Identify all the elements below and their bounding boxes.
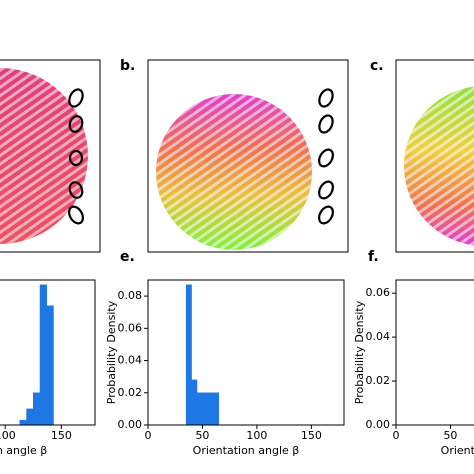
y-tick-label: 0.02	[366, 374, 391, 387]
ellipse-icons	[68, 88, 84, 225]
x-tick-label: 150	[301, 429, 322, 442]
panel-box	[395, 59, 474, 253]
y-tick-label: 0.08	[118, 289, 143, 302]
bar	[213, 392, 220, 426]
x-tick-label: 100	[0, 429, 16, 442]
y-tick-label: 0.06	[118, 321, 143, 334]
y-tick-label: 0.04	[118, 354, 143, 367]
bar	[191, 379, 198, 426]
panel-box	[0, 59, 101, 253]
bar	[39, 284, 47, 426]
x-axis-label: Orientation angle β	[0, 444, 47, 457]
axes-frame	[395, 279, 474, 426]
y-axis-label: Probability Density	[105, 300, 118, 404]
y-tick-label: 0.00	[366, 418, 391, 431]
sphere-texture	[404, 86, 474, 246]
panel-label: f.	[368, 249, 379, 265]
panel-box	[147, 59, 349, 253]
panel-label: b.	[120, 58, 135, 74]
x-tick-label: 100	[246, 429, 267, 442]
x-axis-label: Orientation angle β	[441, 444, 474, 457]
y-tick-label: 0.04	[366, 330, 391, 343]
x-tick-label: 0	[145, 429, 152, 442]
bar	[185, 284, 192, 426]
x-tick-label: 150	[51, 429, 72, 442]
bar	[46, 305, 54, 426]
bar	[33, 392, 41, 426]
panel-label: c.	[370, 58, 384, 74]
y-tick-label: 0.06	[366, 286, 391, 299]
bar	[26, 408, 34, 426]
bar	[202, 392, 209, 426]
panel-label: e.	[120, 249, 135, 265]
y-tick-label: 0.02	[118, 386, 143, 399]
axes-frame	[0, 279, 96, 426]
x-tick-label: 50	[443, 429, 457, 442]
ellipse-icons	[318, 88, 334, 225]
sphere-texture	[156, 94, 312, 250]
x-tick-label: 50	[195, 429, 209, 442]
bar	[19, 419, 27, 426]
y-axis-label: Probability Density	[353, 300, 366, 404]
bar	[207, 392, 214, 426]
y-tick-label: 0.00	[118, 418, 143, 431]
x-axis-label: Orientation angle β	[193, 444, 300, 457]
sphere-texture	[0, 68, 88, 244]
x-tick-label: 0	[393, 429, 400, 442]
bar	[196, 392, 203, 426]
axes-frame	[147, 279, 345, 426]
